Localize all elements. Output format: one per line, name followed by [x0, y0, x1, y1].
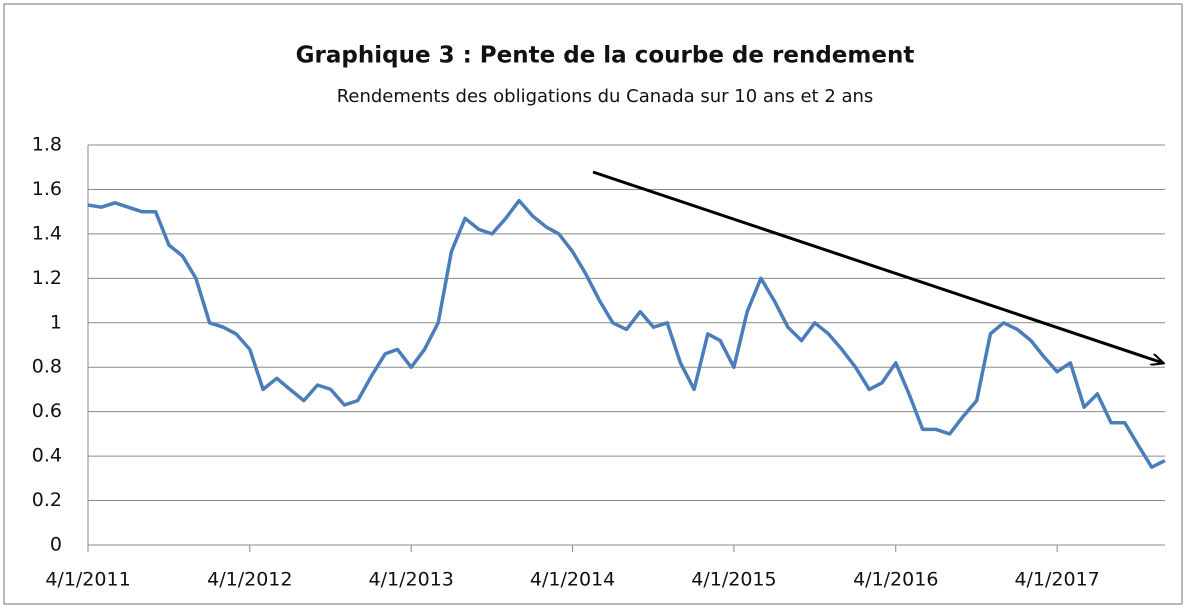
y-tick-label: 0.2: [32, 489, 62, 511]
y-tick-label: 1.2: [32, 267, 62, 289]
y-tick-label: 1.6: [32, 178, 62, 200]
trend-arrow: [592, 170, 1163, 363]
chart-subtitle: Rendements des obligations du Canada sur…: [337, 86, 874, 107]
grid: [87, 144, 1165, 552]
plot: [87, 198, 1166, 469]
x-tick-label: 4/1/2014: [530, 569, 615, 591]
x-tick-label: 4/1/2013: [369, 569, 454, 591]
y-tick-label: 1.4: [32, 222, 62, 244]
y-tick-label: 0.4: [32, 445, 62, 467]
y-tick-label: 1.8: [32, 134, 62, 156]
chart-title: Graphique 3 : Pente de la courbe de rend…: [296, 43, 915, 69]
y-tick-label: 0: [50, 534, 62, 556]
x-tick-label: 4/1/2016: [853, 569, 938, 591]
x-tick-label: 4/1/2012: [207, 569, 292, 591]
line-series: [87, 198, 1166, 469]
y-tick-label: 0.8: [32, 356, 62, 378]
x-tick-label: 4/1/2015: [691, 569, 776, 591]
x-tick-label: 4/1/2011: [45, 569, 130, 591]
y-tick-label: 0.6: [32, 400, 62, 422]
x-tick-label: 4/1/2017: [1014, 569, 1099, 591]
y-tick-label: 1: [50, 311, 62, 333]
